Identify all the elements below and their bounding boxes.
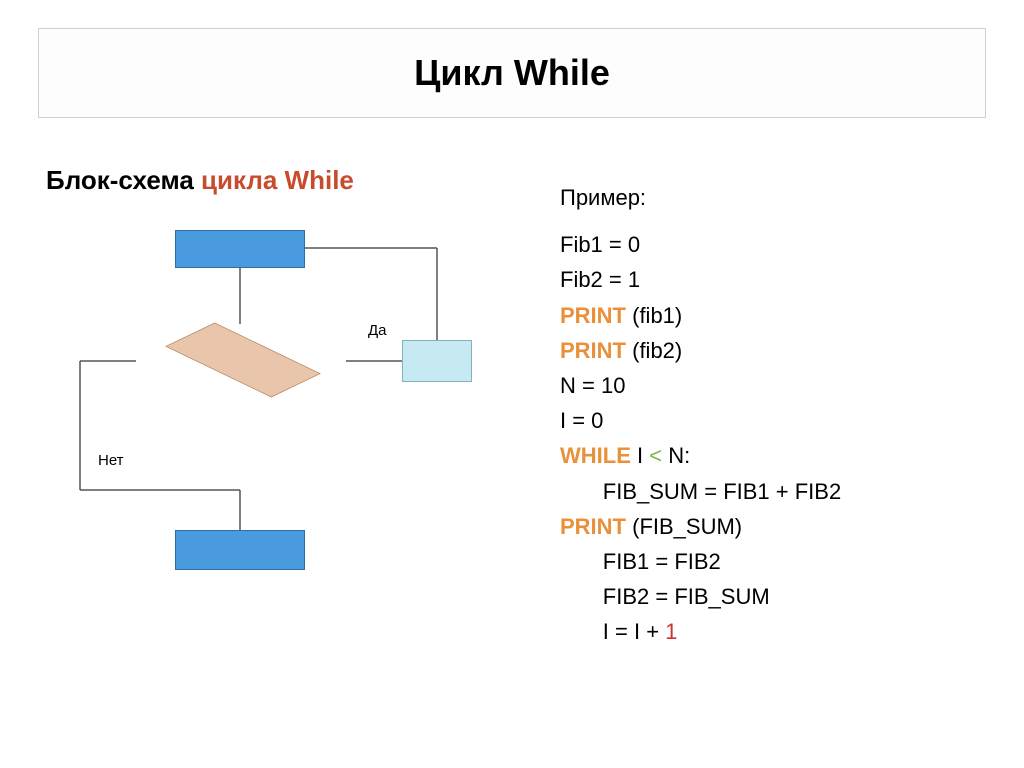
flowchart-node-end — [175, 530, 305, 570]
subtitle-part1: Блок-схема — [46, 165, 201, 195]
code-example: Пример: Fib1 = 0Fib2 = 1PRINT (fib1)PRIN… — [560, 180, 960, 649]
flowchart-node-start — [175, 230, 305, 268]
code-line: PRINT (FIB_SUM) — [560, 509, 960, 544]
flowchart-diagram: Да Нет — [70, 230, 490, 590]
title-container: Цикл While — [38, 28, 986, 118]
page-title: Цикл While — [414, 52, 610, 94]
code-line: I = I + 1 — [560, 614, 960, 649]
code-line: FIB1 = FIB2 — [560, 544, 960, 579]
code-line: I = 0 — [560, 403, 960, 438]
subtitle: Блок-схема цикла While — [46, 165, 354, 196]
code-lines-container: Fib1 = 0Fib2 = 1PRINT (fib1)PRINT (fib2)… — [560, 227, 960, 649]
subtitle-part2: цикла While — [201, 165, 354, 195]
flowchart-label-yes: Да — [368, 322, 387, 339]
code-example-label: Пример: — [560, 180, 960, 215]
code-line: WHILE I < N: — [560, 438, 960, 473]
code-line: FIB2 = FIB_SUM — [560, 579, 960, 614]
code-line: PRINT (fib2) — [560, 333, 960, 368]
code-line: Fib2 = 1 — [560, 262, 960, 297]
code-line: N = 10 — [560, 368, 960, 403]
code-line: Fib1 = 0 — [560, 227, 960, 262]
flowchart-node-loop-body — [402, 340, 472, 382]
code-line: PRINT (fib1) — [560, 298, 960, 333]
flowchart-label-no: Нет — [98, 452, 124, 469]
code-line: FIB_SUM = FIB1 + FIB2 — [560, 474, 960, 509]
